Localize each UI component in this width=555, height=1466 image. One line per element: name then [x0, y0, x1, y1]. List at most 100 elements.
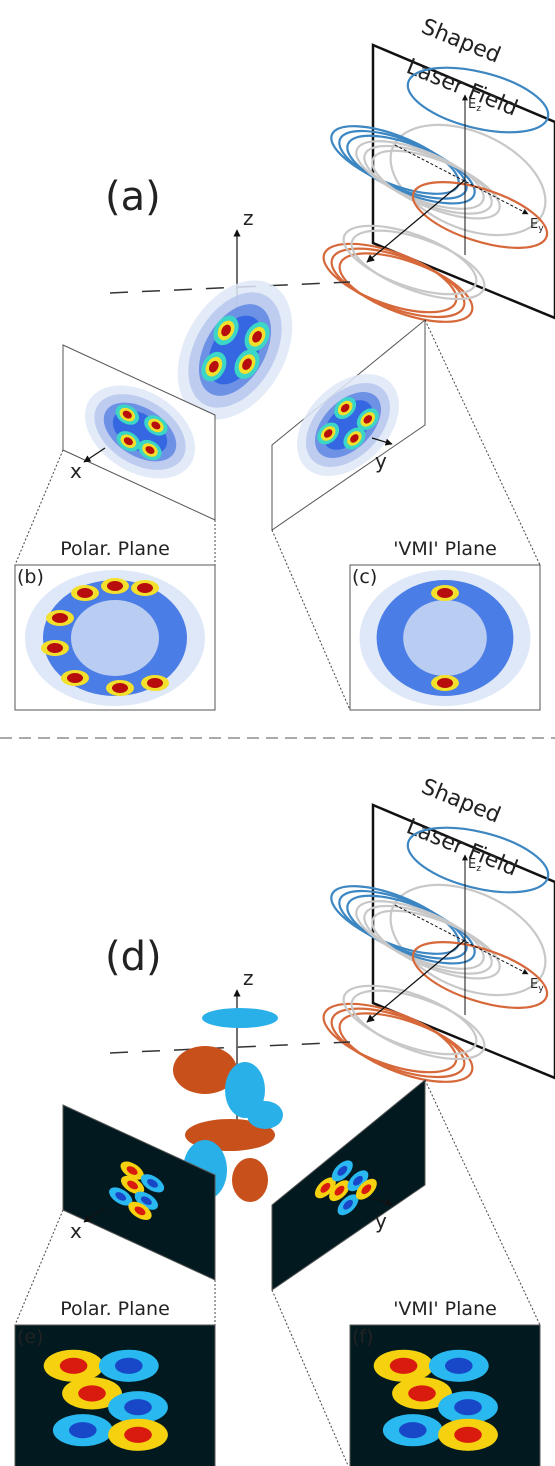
inset-peak-core: [52, 613, 68, 623]
field-axis-label: Ey: [530, 977, 544, 994]
signal-core: [334, 1185, 345, 1196]
signal-core: [69, 1422, 97, 1439]
field-loop: [355, 900, 485, 970]
connector: [14, 1209, 64, 1326]
inset-core: [403, 600, 487, 676]
density-peak: [208, 360, 219, 373]
field-loop: [350, 229, 486, 301]
signal-core: [389, 1357, 418, 1374]
label-sub: z: [476, 864, 481, 874]
inset-label: (e): [17, 1326, 44, 1348]
axis-y: [371, 437, 393, 446]
axis-label: z: [243, 206, 254, 230]
inset-label: (f): [352, 1326, 374, 1348]
field-loop: [371, 909, 501, 980]
inset-peak-core: [107, 581, 123, 591]
label-sub: y: [538, 224, 544, 234]
field-loop: [330, 247, 466, 319]
k-vector: [366, 939, 466, 1023]
field-loop: [338, 889, 468, 960]
laser-title: Shaped: [418, 14, 504, 68]
inset-peak-core: [137, 583, 153, 593]
axis-label: x: [70, 1219, 82, 1243]
axis-label: y: [375, 1209, 387, 1233]
isosurface: [173, 1046, 237, 1094]
signal-core: [399, 1422, 427, 1439]
field-loop: [342, 984, 478, 1056]
field-loop: [346, 134, 476, 205]
field-loop: [346, 894, 476, 965]
signal-core: [124, 1399, 152, 1416]
inset-label: (b): [17, 566, 44, 588]
density-peak: [340, 403, 350, 413]
signal-core: [445, 1357, 473, 1374]
field-loop: [338, 129, 468, 200]
laser-title: Laser Field: [403, 814, 521, 881]
inset-peak-core: [67, 673, 83, 683]
field-axis-label: Ez: [468, 97, 481, 114]
density-peak: [221, 324, 231, 337]
signal-core: [59, 1357, 88, 1374]
signal-core: [126, 1166, 138, 1175]
field-loop: [406, 66, 550, 134]
field-loop: [406, 826, 550, 894]
field-loop: [363, 144, 493, 215]
label-base: E: [468, 857, 476, 872]
panel-label: (d): [105, 934, 162, 980]
inset-label: (c): [352, 566, 377, 588]
field-loop: [338, 252, 474, 323]
signal-core: [454, 1399, 482, 1416]
density-peak: [145, 446, 155, 454]
field-axis-label: Ez: [468, 857, 481, 874]
signal-core: [320, 1182, 331, 1193]
field-loop: [411, 941, 549, 1009]
inset-peak-core: [147, 678, 163, 688]
inset-peak-core: [77, 588, 93, 598]
connector: [271, 529, 351, 711]
k-vector: [366, 179, 466, 263]
signal-core: [454, 1426, 482, 1443]
density-peak: [242, 358, 252, 370]
signal-core: [343, 1199, 353, 1210]
field-loop: [355, 140, 485, 210]
inset-peak-core: [437, 678, 453, 688]
inset-title: 'VMI' Plane: [393, 1298, 497, 1320]
field-loop: [350, 989, 486, 1061]
label-sub: z: [476, 104, 481, 114]
field-axis-label: Ey: [530, 217, 544, 234]
connector: [424, 1079, 541, 1326]
connector: [271, 1289, 349, 1466]
axis-label: x: [70, 459, 82, 483]
density-peak: [363, 415, 373, 424]
isosurface: [247, 1101, 283, 1129]
signal-core: [115, 1192, 127, 1201]
laser-title: Shaped: [418, 774, 504, 828]
label-base: E: [530, 977, 538, 992]
connector: [424, 319, 541, 566]
axis-dashed: [109, 281, 351, 294]
axis-x: [83, 447, 106, 463]
density-peak: [151, 421, 161, 430]
axis-y: [371, 1197, 393, 1206]
signal-core: [361, 1184, 372, 1195]
panel-label: (a): [105, 174, 161, 220]
signal-core: [337, 1165, 348, 1176]
signal-core: [115, 1357, 143, 1374]
signal-core: [124, 1426, 152, 1443]
inset-peak-core: [112, 683, 128, 693]
signal-core: [408, 1385, 436, 1402]
field-loop: [338, 1012, 474, 1083]
signal-core: [78, 1385, 106, 1402]
inset-title: Polar. Plane: [60, 1298, 170, 1320]
inset-title: 'VMI' Plane: [393, 538, 497, 560]
signal-core: [147, 1178, 158, 1188]
inset-peak-core: [47, 643, 63, 653]
connector: [14, 449, 64, 566]
density-peak: [323, 429, 333, 438]
field-loop: [363, 904, 493, 975]
isosurface: [202, 1008, 278, 1028]
signal-core: [140, 1196, 152, 1206]
label-base: E: [468, 97, 476, 112]
field-loop: [322, 242, 458, 314]
